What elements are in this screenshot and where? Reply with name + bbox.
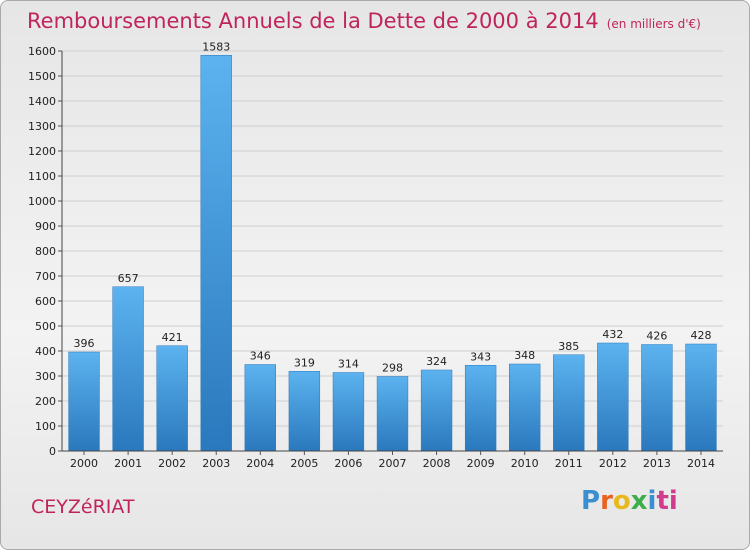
commune-name: CEYZéRIAT: [31, 496, 135, 518]
y-tick-label: 1000: [28, 195, 56, 208]
x-tick-label-2004: 2004: [246, 457, 274, 470]
x-tick-label-2014: 2014: [687, 457, 715, 470]
x-tick-label-2003: 2003: [202, 457, 230, 470]
data-label-2007: 298: [382, 362, 403, 375]
x-tick-label-2006: 2006: [334, 457, 362, 470]
bar-2010: [509, 363, 541, 452]
bar-2002: [156, 345, 188, 452]
x-tick-label-2007: 2007: [379, 457, 407, 470]
y-tick-label: 700: [35, 270, 56, 283]
axes: 0 100 200 300 400 500 600 700 800 900 1000 1100 1200…: [28, 45, 723, 470]
data-label-2005: 319: [294, 356, 315, 369]
x-tick-label-2009: 2009: [467, 457, 495, 470]
y-tick-label: 1400: [28, 95, 56, 108]
bar-2011: [553, 354, 585, 452]
data-label-2004: 346: [250, 350, 271, 363]
bar-2009: [464, 365, 497, 452]
chart-unit: (en milliers d'€): [606, 17, 701, 31]
data-label-2006: 314: [338, 358, 359, 371]
data-label-2011: 385: [558, 340, 579, 353]
chart-title-text: Remboursements Annuels de la Dette de 20…: [27, 9, 599, 33]
y-tick-label: 500: [35, 320, 56, 333]
logo-letter-x: x: [630, 486, 648, 516]
bar-2003: [200, 55, 232, 452]
logo-letter-o: o: [612, 486, 631, 516]
y-tick-label: 1300: [28, 120, 56, 133]
bar-2008: [420, 369, 453, 452]
data-label-2009: 343: [470, 350, 491, 363]
proxiti-logo[interactable]: Proxiti: [581, 486, 678, 516]
logo-letter-p: P: [581, 486, 601, 516]
y-tick-label: 0: [49, 445, 56, 458]
y-tick-label: 1200: [28, 145, 56, 158]
bar-2012: [597, 342, 629, 452]
bar-2005: [288, 371, 321, 452]
x-tick-label-2010: 2010: [511, 457, 539, 470]
y-tick-label: 200: [35, 395, 56, 408]
x-tick-label-2013: 2013: [643, 457, 671, 470]
data-label-2002: 421: [162, 331, 183, 344]
data-label-2003: 1583: [202, 40, 230, 53]
x-tick-label-2005: 2005: [290, 457, 318, 470]
bar-2007: [376, 376, 409, 452]
data-label-2001: 657: [118, 272, 139, 285]
x-tick-label-2011: 2011: [555, 457, 583, 470]
data-label-2013: 426: [646, 330, 667, 343]
bar-2013: [641, 344, 673, 452]
data-label-2000: 396: [74, 337, 95, 350]
x-tick-label-2002: 2002: [158, 457, 186, 470]
y-tick-label: 1600: [28, 45, 56, 58]
x-tick-label-2000: 2000: [70, 457, 98, 470]
bar-2014: [685, 343, 717, 452]
x-tick-label-2008: 2008: [423, 457, 451, 470]
chart-title: Remboursements Annuels de la Dette de 20…: [27, 9, 701, 33]
bar-2004: [244, 364, 276, 452]
x-tick-label-2012: 2012: [599, 457, 627, 470]
bar-2000: [68, 351, 100, 452]
data-label-2014: 428: [690, 329, 711, 342]
x-tick-label-2001: 2001: [114, 457, 142, 470]
y-tick-label: 100: [35, 420, 56, 433]
logo-letter-r: r: [600, 486, 613, 516]
y-tick-label: 400: [35, 345, 56, 358]
logo-letter-i: i: [647, 486, 657, 516]
data-label-2008: 324: [426, 355, 447, 368]
y-tick-label: 600: [35, 295, 56, 308]
logo-letters-ti: ti: [656, 486, 678, 516]
y-tick-label: 1500: [28, 70, 56, 83]
y-tick-label: 900: [35, 220, 56, 233]
y-tick-label: 300: [35, 370, 56, 383]
y-tick-label: 1100: [28, 170, 56, 183]
y-tick-label: 800: [35, 245, 56, 258]
data-label-2010: 348: [514, 349, 535, 362]
bar-2001: [112, 286, 144, 452]
data-label-2012: 432: [602, 328, 623, 341]
bar-2006: [332, 372, 365, 452]
bars: 396 657 421 1583 346 319 314 298 324 343 348 385 432…: [68, 40, 717, 452]
